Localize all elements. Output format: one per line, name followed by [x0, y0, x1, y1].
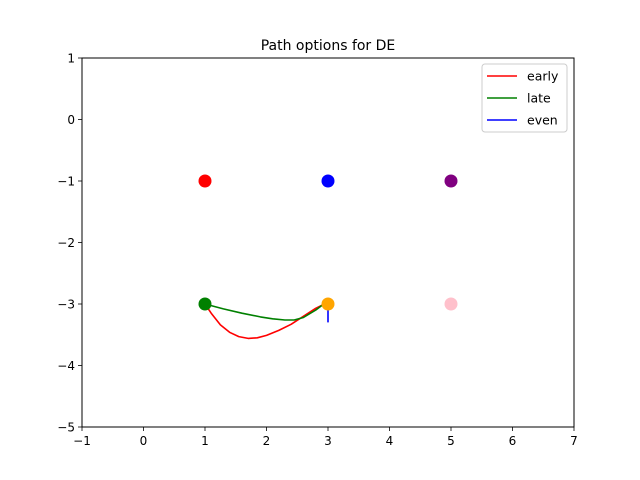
data-point — [444, 297, 458, 311]
x-tick-label: 0 — [140, 434, 148, 448]
data-point — [198, 174, 212, 188]
y-tick-label: −2 — [57, 236, 75, 250]
x-tick-label: 5 — [447, 434, 455, 448]
y-tick-label: 1 — [67, 52, 75, 66]
data-point — [321, 174, 335, 188]
legend-label-even: even — [527, 113, 558, 128]
data-point — [444, 174, 458, 188]
x-tick-label: 6 — [509, 434, 517, 448]
data-point — [321, 297, 335, 311]
y-tick-label: −3 — [57, 298, 75, 312]
legend: early late even — [481, 63, 568, 133]
x-tick-label: 2 — [263, 434, 271, 448]
legend-label-late: late — [527, 91, 551, 106]
legend-box — [481, 63, 568, 133]
x-tick-label: 4 — [386, 434, 394, 448]
x-tick-label: 7 — [570, 434, 578, 448]
y-tick-label: −1 — [57, 175, 75, 189]
y-tick-label: 0 — [67, 113, 75, 127]
y-tick-label: −4 — [57, 359, 75, 373]
plot-area — [198, 174, 458, 340]
x-tick-label: −1 — [73, 434, 91, 448]
series-line-early — [204, 301, 329, 340]
legend-label-early: early — [527, 69, 559, 84]
chart-title: Path options for DE — [261, 38, 396, 54]
data-point — [198, 297, 212, 311]
series-line-late — [204, 300, 329, 321]
x-tick-label: 1 — [201, 434, 209, 448]
x-tick-label: 3 — [324, 434, 332, 448]
axes: −1 0 1 2 3 4 5 6 7 1 0 −1 −2 −3 −4 −5 — [57, 52, 578, 449]
y-tick-label: −5 — [57, 421, 75, 435]
